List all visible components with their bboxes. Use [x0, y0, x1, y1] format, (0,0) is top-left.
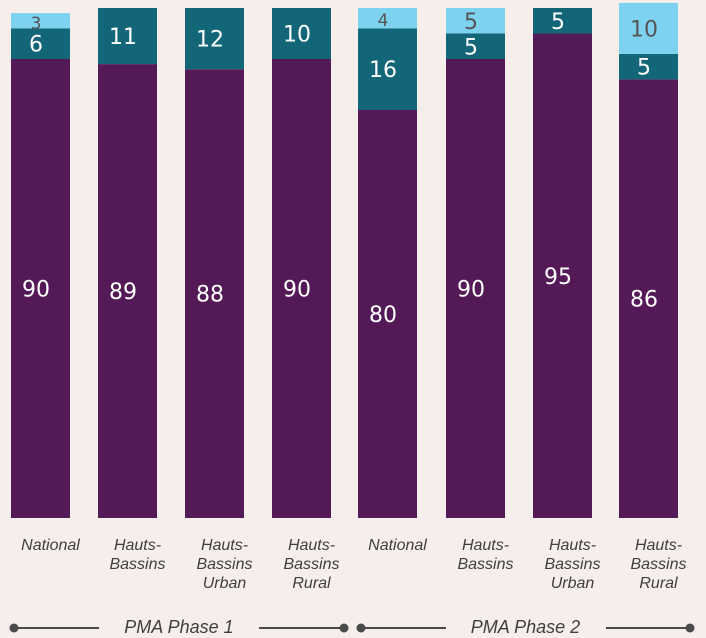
category-label: Hauts- Bassins Urban [180, 536, 270, 593]
bar-segment [533, 33, 592, 518]
category-label: Hauts- Bassins [441, 536, 531, 574]
bar-segment [446, 8, 505, 34]
bar-segment [358, 28, 417, 110]
category-label-line: Hauts- [113, 537, 162, 554]
phase-bracket-endpoint [9, 623, 19, 633]
phase-bracket-endpoint [339, 623, 349, 633]
data-label: 12 [196, 28, 224, 53]
category-label: Hauts- Bassins Urban [528, 536, 618, 593]
bar-segment [619, 2, 678, 54]
category-label-line: Hauts- [200, 537, 249, 554]
phase-bracket-endpoint [356, 623, 366, 633]
data-label: 89 [109, 280, 137, 305]
category-label-line: Bassins [109, 556, 166, 573]
category-label: Hauts- Bassins Rural [614, 536, 704, 593]
bar-segment [446, 59, 505, 518]
data-label: 3 [31, 14, 42, 34]
category-label-line: Hauts- [634, 537, 683, 554]
phase-label: PMA Phase 1 [99, 616, 259, 638]
bar-segment [446, 33, 505, 59]
bar-segment [272, 59, 331, 518]
category-label-line: Bassins [457, 556, 514, 573]
category-label: National [6, 536, 96, 555]
bar-segment [185, 69, 244, 518]
data-label: 10 [283, 23, 311, 48]
phase-bracket-endpoint [685, 623, 695, 633]
data-label: 95 [544, 265, 572, 290]
category-label-line: National [368, 537, 427, 554]
data-label: 10 [630, 17, 658, 42]
bar-segment [272, 8, 331, 59]
category-label-line: Bassins [196, 556, 253, 573]
bar-segment [11, 59, 70, 518]
category-label-line: Bassins [283, 556, 340, 573]
data-label: 90 [22, 278, 50, 303]
category-label-line: National [21, 537, 80, 554]
data-label: 5 [551, 10, 565, 35]
data-label: 16 [369, 58, 397, 83]
data-label: 88 [196, 283, 224, 308]
bar-segment [533, 8, 592, 34]
bar-segment [185, 8, 244, 70]
category-label-line: Rural [639, 575, 678, 592]
category-label: National [353, 536, 443, 555]
data-label: 6 [29, 33, 43, 58]
category-label-line: Hauts- [461, 537, 510, 554]
category-label-line: Urban [550, 575, 595, 592]
data-label: 5 [464, 10, 478, 35]
bar-segment [358, 8, 417, 29]
category-label-line: Rural [292, 575, 331, 592]
data-label: 5 [637, 56, 651, 81]
bar-segment [619, 53, 678, 80]
bar-segment [11, 13, 70, 29]
data-label: 90 [283, 278, 311, 303]
data-label: 5 [464, 35, 478, 60]
category-label-line: Hauts- [548, 537, 597, 554]
data-label: 86 [630, 288, 658, 313]
category-label-line: Bassins [544, 556, 601, 573]
category-label-line: Urban [202, 575, 247, 592]
bar-segment [98, 64, 157, 518]
category-label-line: Hauts- [287, 537, 336, 554]
category-label-line: Bassins [630, 556, 687, 573]
category-label: Hauts- Bassins [93, 536, 183, 574]
data-label: 4 [378, 11, 389, 31]
data-label: 90 [457, 278, 485, 303]
category-label: Hauts- Bassins Rural [267, 536, 357, 593]
data-label: 80 [369, 303, 397, 328]
bar-segment [619, 79, 678, 519]
bar-segment [98, 8, 157, 65]
phase-label: PMA Phase 2 [445, 616, 606, 638]
bar-segment [358, 110, 417, 518]
bar-segment [11, 28, 70, 59]
data-label: 11 [109, 25, 137, 50]
